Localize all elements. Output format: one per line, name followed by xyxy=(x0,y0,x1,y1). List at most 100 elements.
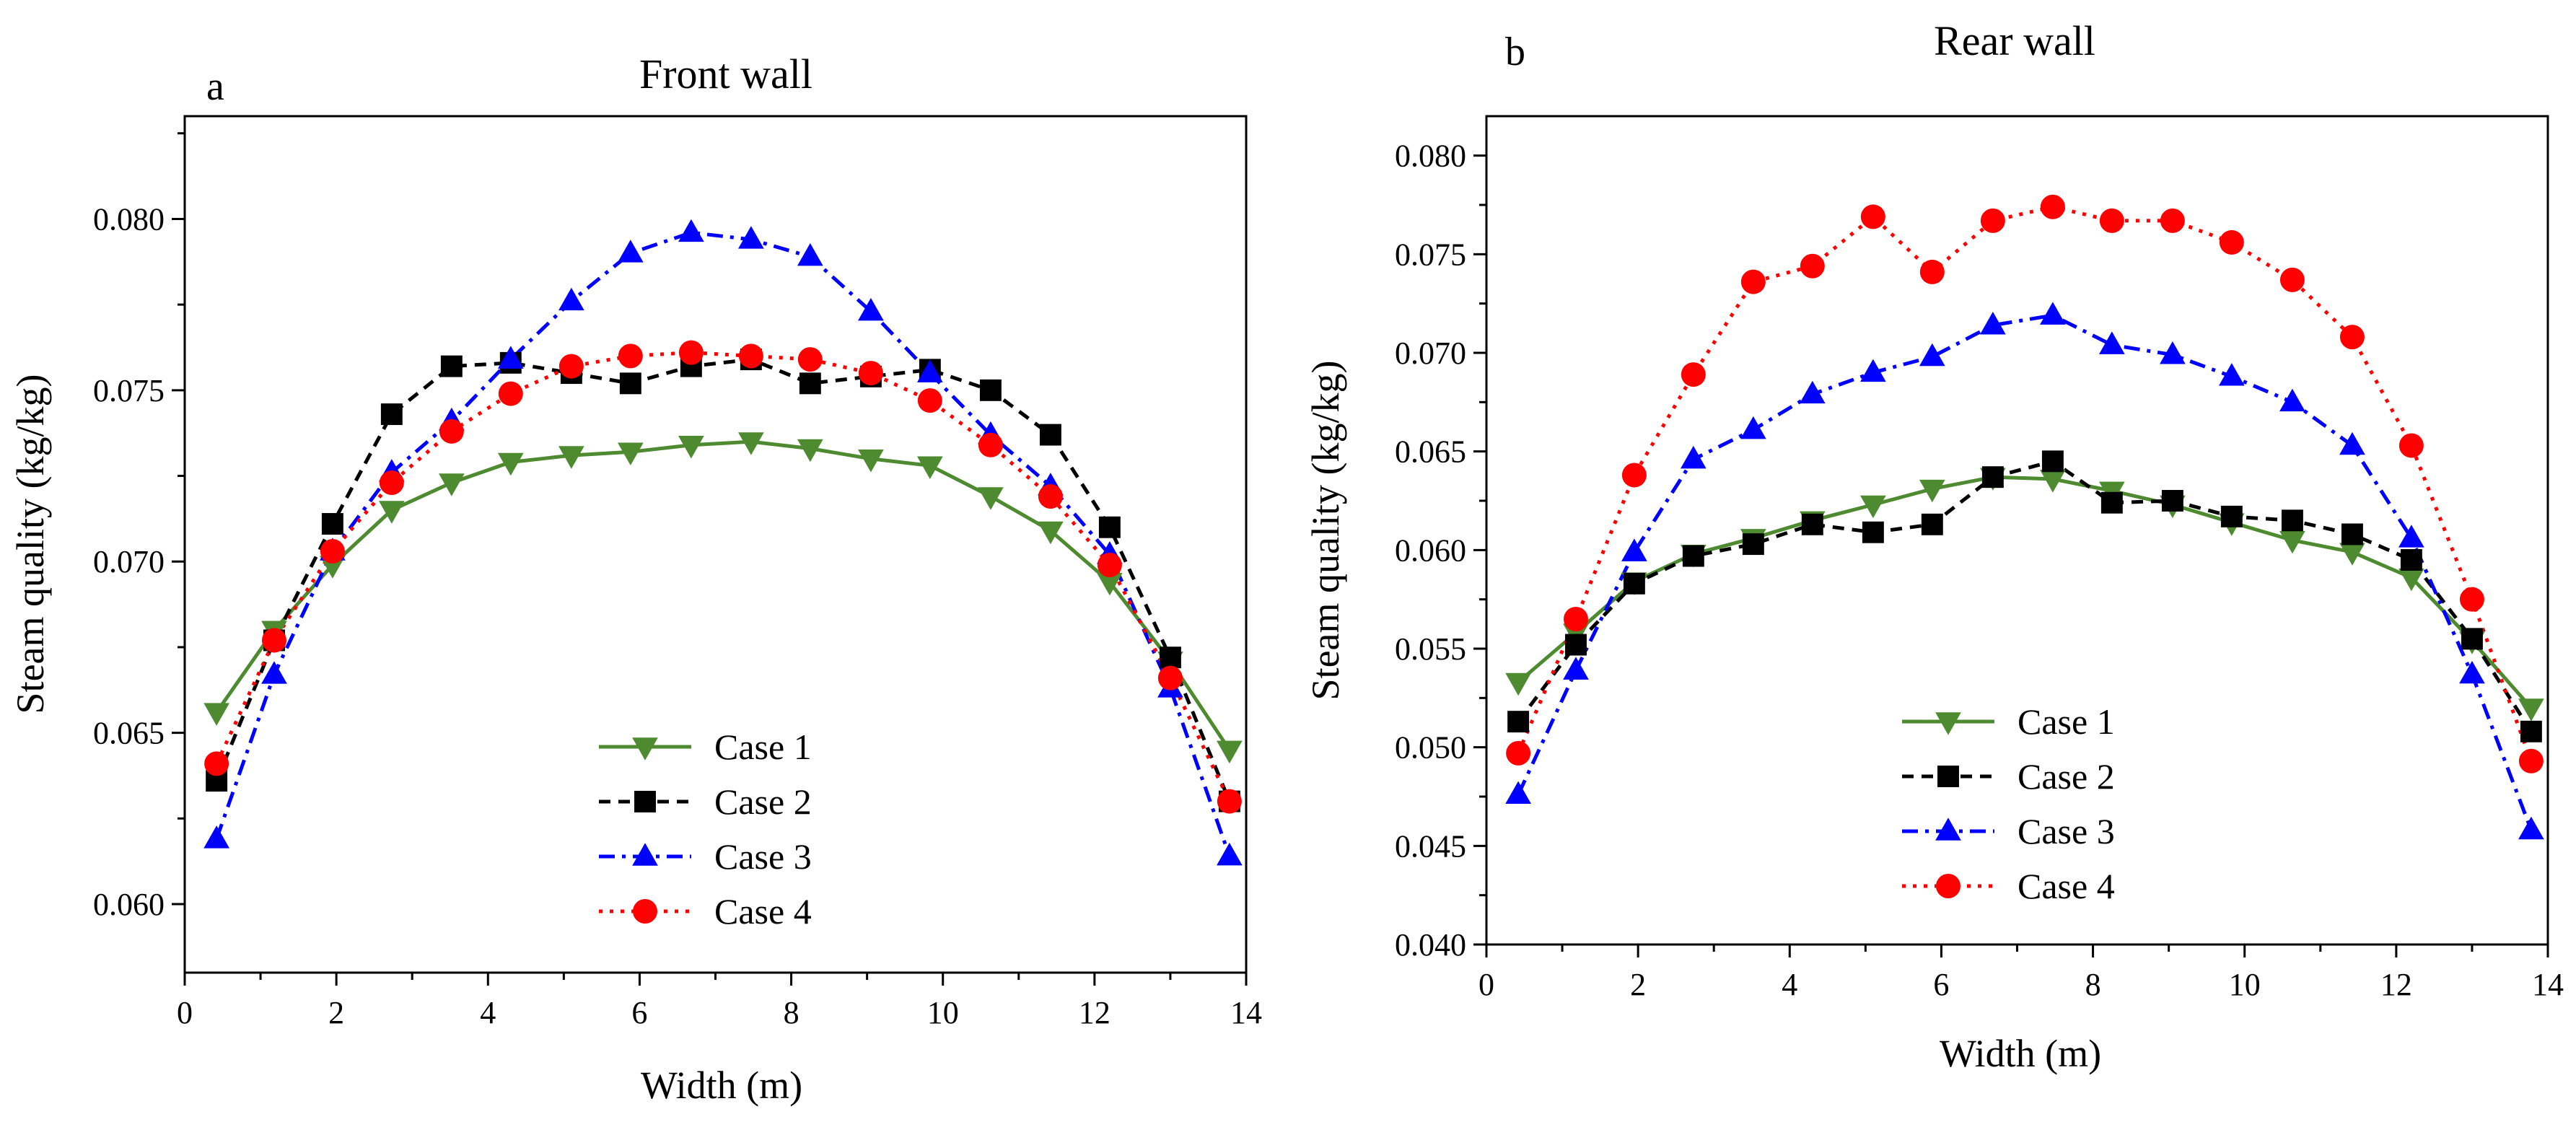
panel-a-y-tick-label: 0.075 xyxy=(93,373,165,408)
panel-b-x-tick-label: 6 xyxy=(1933,967,1949,1002)
panel-b-x-tick-label: 4 xyxy=(1782,967,1797,1002)
panel-a-series-case-1-point xyxy=(1038,521,1064,545)
panel-b-legend-swatch-marker xyxy=(1935,818,1961,841)
panel-b-legend-swatch-marker xyxy=(1937,766,1959,787)
panel-a-legend-item-case-2: Case 2 xyxy=(599,781,812,822)
panel-b-series-case-2-point xyxy=(1507,711,1530,733)
panel-a-series-case-4-point xyxy=(1157,665,1183,691)
panel-b-series-case-4-point xyxy=(2398,433,2424,458)
panel-b-series-case-4-point xyxy=(1919,259,1945,284)
panel-b-series-case-4-point xyxy=(2160,208,2185,233)
panel-b-series-case-2-point xyxy=(2161,490,2183,512)
panel-a-legend-label: Case 1 xyxy=(714,727,812,767)
panel-b-legend-label: Case 2 xyxy=(2018,756,2115,797)
panel-b-series-case-4-point xyxy=(1681,362,1706,387)
panel-a-series-case-4-point xyxy=(1038,484,1063,509)
panel-b-series-case-3-point xyxy=(1799,380,1826,404)
panel-b-series-case-3-point xyxy=(2459,660,2485,684)
panel-a-series-case-1-point xyxy=(497,452,524,476)
panel-b-legend-item-case-2: Case 2 xyxy=(1902,756,2115,797)
panel-b-series-case-1-point xyxy=(1860,495,1886,519)
panel-b-series-case-3-point xyxy=(1505,781,1531,805)
panel-b-series-case-2-point xyxy=(1742,533,1764,556)
panel-a-legend-item-case-1: Case 1 xyxy=(599,727,812,767)
panel-b-y-tick-label: 0.070 xyxy=(1395,336,1466,371)
panel-b-series-case-3-point xyxy=(2518,816,2544,840)
panel-a-series-case-1-point xyxy=(203,703,229,726)
panel-a-legend-swatch-marker xyxy=(633,899,657,924)
panel-b-series-case-4-point xyxy=(1800,253,1825,279)
panel-a-series-case-3-point xyxy=(497,346,524,369)
panel-a-series-case-1-point xyxy=(738,432,764,455)
panel-b-legend-item-case-3: Case 3 xyxy=(1902,811,2115,851)
panel-b-series-case-3-point xyxy=(1980,312,2006,335)
panel-a-x-axis-label: Width (m) xyxy=(641,1064,802,1107)
panel-a-y-tick-label: 0.070 xyxy=(93,544,165,579)
panel-b-letter: b xyxy=(1505,30,1525,74)
panel-a-series-case-3-point xyxy=(678,219,704,242)
panel-a-x-tick-label: 2 xyxy=(328,995,344,1030)
panel-a-letter: a xyxy=(206,64,224,109)
panel-a-series-case-4-point xyxy=(204,751,229,776)
panel-a-series-case-4-point xyxy=(558,354,584,379)
panel-b-series-case-1-point xyxy=(2339,543,2365,566)
panel-b-series-case-2-point xyxy=(1565,634,1587,656)
panel-a-series-case-2-point xyxy=(380,403,403,426)
panel-b-series-case-3-point xyxy=(1621,538,1647,561)
panel-b-y-tick-label: 0.065 xyxy=(1395,434,1466,470)
panel-b-legend-swatch-marker xyxy=(1935,712,1961,735)
panel-a-series-case-1-point xyxy=(797,439,823,463)
panel-a-series-case-2-point xyxy=(619,372,641,395)
panel-a-legend-item-case-4: Case 4 xyxy=(599,891,812,932)
panel-a-x-tick-label: 8 xyxy=(784,995,799,1030)
panel-b-series-case-2-point xyxy=(1682,545,1704,567)
panel-a-x-tick-label: 14 xyxy=(1230,995,1262,1030)
panel-b-series-case-2-point xyxy=(2400,549,2422,571)
panel-a-y-axis-label: Steam quality (kg/kg) xyxy=(9,374,52,714)
panel-a-series-case-1-point xyxy=(1097,572,1123,596)
panel-a-series-case-4-point xyxy=(978,432,1003,457)
panel-a-series-case-3-point xyxy=(858,297,884,321)
panel-a-series-case-1-point xyxy=(858,450,884,473)
panel-a-series xyxy=(203,219,1243,866)
panel-b-series-case-1-point xyxy=(1505,672,1531,696)
panel-b-series-case-4-point xyxy=(2219,229,2244,255)
panel-b-series-case-4-point xyxy=(2099,208,2124,233)
panel-a-series-case-2-point xyxy=(1098,516,1121,538)
panel-b-series-case-4-point xyxy=(1860,204,1885,229)
panel-b-y-tick-label: 0.040 xyxy=(1395,927,1466,963)
panel-b-series-case-4-point xyxy=(1563,607,1588,631)
panel-b-legend-label: Case 1 xyxy=(2018,701,2115,742)
panel-b-series-case-2-point xyxy=(2220,505,2243,527)
panel-b-y-tick-label: 0.060 xyxy=(1395,532,1466,568)
panel-b-legend-item-case-4: Case 4 xyxy=(1902,866,2115,906)
panel-a-series-case-4-point xyxy=(261,628,286,653)
panel-b-series-case-1-point xyxy=(2279,530,2305,554)
panel-a-x-tick-label: 10 xyxy=(927,995,959,1030)
panel-a-legend: Case 1 Case 2 Case 3 Case 4 xyxy=(599,727,812,932)
panel-a-x-tick-label: 12 xyxy=(1079,995,1110,1030)
panel-b-x-tick-label: 14 xyxy=(2532,967,2564,1002)
panel-a-legend-label: Case 2 xyxy=(714,781,812,822)
panel-b-legend: Case 1 Case 2 Case 3 Case 4 xyxy=(1902,701,2115,906)
panel-b-y-tick-label: 0.055 xyxy=(1395,631,1466,667)
panel-a-series-case-2-point xyxy=(1159,647,1181,669)
panel-b-series-case-2-point xyxy=(2341,523,2363,545)
panel-b-rear-wall: b Rear wall Width (m) Steam quality (kg/… xyxy=(1304,17,2564,1075)
panel-b-series-case-4-point xyxy=(2040,194,2065,219)
panel-a-y-tick-label: 0.080 xyxy=(93,201,165,237)
panel-b-series-case-1-point xyxy=(2398,568,2424,592)
panel-b-series-case-2-point xyxy=(1862,521,1884,543)
panel-b-series-case-2-point xyxy=(2041,450,2064,473)
panel-b-series-case-2-point xyxy=(1801,513,1823,535)
panel-a-x-tick-label: 0 xyxy=(177,995,193,1030)
panel-a-series-case-1-point xyxy=(378,501,405,524)
panel-b-y-axis-label: Steam quality (kg/kg) xyxy=(1304,361,1347,701)
panel-b-ticks: 0 2 4 6 8 10 12 14 0.040 0.045 0.050 0.055 0.060 0.06… xyxy=(1395,139,2564,1002)
panel-b-series-case-3-line xyxy=(1516,313,2533,831)
panel-b-series-case-2-line xyxy=(1517,459,2533,733)
panel-a-series-case-4-point xyxy=(439,418,464,444)
panel-a-series-case-1-point xyxy=(917,456,943,479)
panel-a-series-case-4-point xyxy=(498,381,523,406)
panel-b-series-case-2-point xyxy=(2281,509,2303,532)
